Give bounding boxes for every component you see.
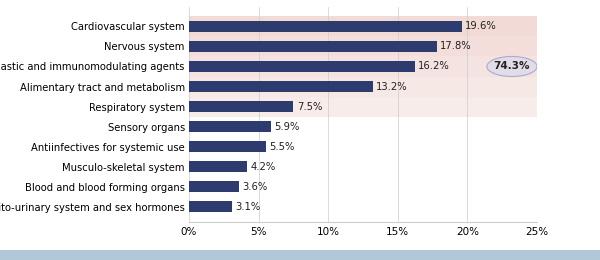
- Text: 5.5%: 5.5%: [269, 142, 295, 152]
- Ellipse shape: [487, 56, 537, 76]
- Text: 74.3%: 74.3%: [494, 61, 530, 72]
- Bar: [189, 96, 537, 117]
- Bar: [189, 36, 537, 56]
- Text: 17.8%: 17.8%: [440, 41, 472, 51]
- Text: 5.9%: 5.9%: [275, 122, 300, 132]
- Bar: [189, 81, 373, 92]
- Text: 13.2%: 13.2%: [376, 82, 408, 92]
- Bar: [189, 181, 239, 192]
- Bar: [189, 121, 271, 132]
- Text: 19.6%: 19.6%: [466, 21, 497, 31]
- Bar: [189, 21, 462, 32]
- Text: 3.6%: 3.6%: [242, 182, 268, 192]
- Bar: [189, 202, 232, 212]
- Text: 7.5%: 7.5%: [297, 102, 322, 112]
- Bar: [189, 56, 537, 76]
- Text: 4.2%: 4.2%: [251, 162, 276, 172]
- Bar: [189, 76, 537, 96]
- Bar: [189, 41, 437, 52]
- Bar: [189, 161, 247, 172]
- Bar: [189, 101, 293, 112]
- Bar: [189, 61, 415, 72]
- Bar: [189, 16, 537, 36]
- Text: 16.2%: 16.2%: [418, 61, 450, 72]
- Bar: [189, 141, 266, 152]
- Text: 3.1%: 3.1%: [236, 202, 261, 212]
